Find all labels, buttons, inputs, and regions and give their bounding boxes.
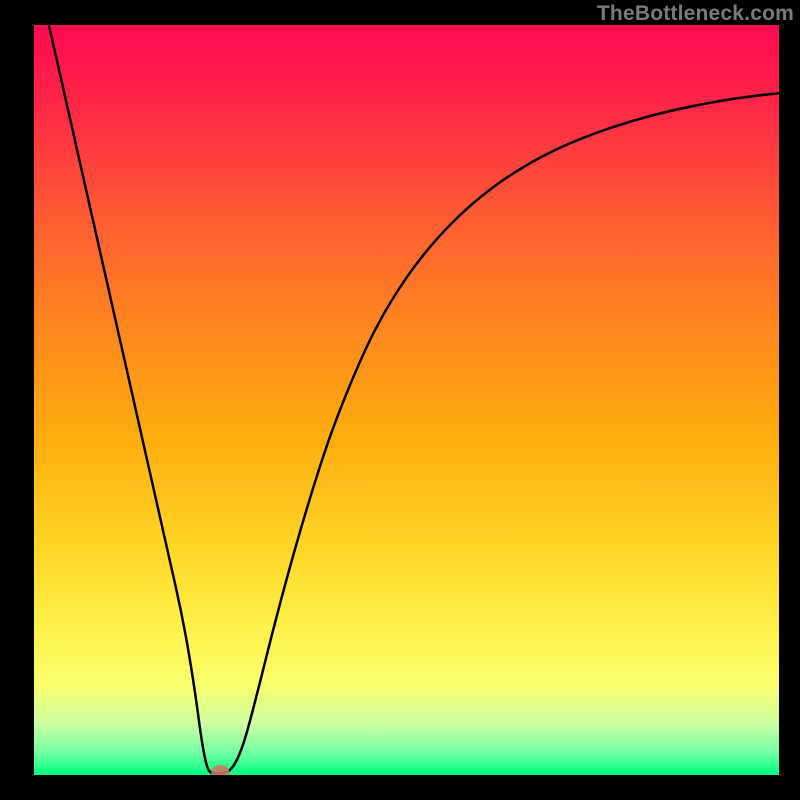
watermark-text: TheBottleneck.com [597,2,794,26]
chart-background [34,25,779,775]
bottleneck-chart [34,25,779,775]
chart-svg [34,25,779,775]
chart-frame: TheBottleneck.com [0,0,800,800]
